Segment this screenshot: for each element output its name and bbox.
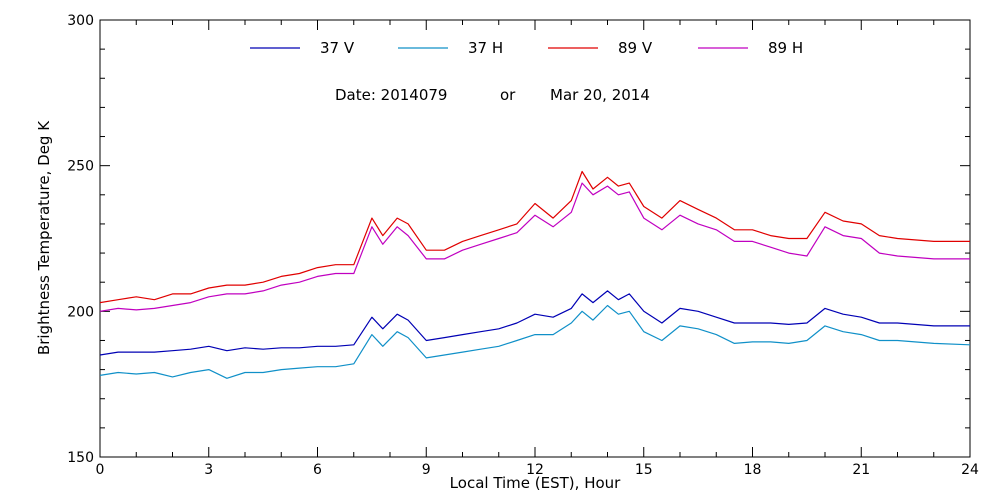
plot-frame [99, 19, 971, 458]
y-tick-label: 300 [67, 13, 94, 29]
legend-label-89-h: 89 H [768, 39, 803, 57]
y-axis-label: Brightness Temperature, Deg K [35, 120, 53, 355]
x-tick-label: 18 [744, 462, 762, 478]
series-line-89-h [99, 182, 970, 312]
x-tick-label: 15 [635, 462, 653, 478]
legend-label-89-v: 89 V [618, 39, 653, 57]
legend-label-37-h: 37 H [468, 39, 503, 57]
series-layer [99, 170, 971, 379]
annotation-date-label: Date: 2014079 [335, 86, 447, 104]
series-line-37-v [99, 290, 970, 356]
y-tick-label: 200 [67, 304, 94, 320]
x-tick-label: 0 [96, 462, 105, 478]
x-tick-label: 3 [204, 462, 213, 478]
annotation-or-label: or [500, 86, 516, 104]
legend: 37 V 37 H 89 V 89 H [250, 39, 803, 57]
series-line-89-v [99, 170, 970, 304]
x-tick-label: 6 [313, 462, 322, 478]
x-tick-label: 24 [961, 462, 979, 478]
y-tick-label: 250 [67, 159, 94, 175]
annotation-date-text: Mar 20, 2014 [550, 86, 650, 104]
series-line-37-h [99, 304, 971, 379]
x-tick-label: 12 [526, 462, 544, 478]
x-tick-label: 21 [852, 462, 870, 478]
axis-ticks: 0 3 6 9 12 15 18 21 24 150 200 250 300 [67, 13, 979, 478]
legend-label-37-v: 37 V [320, 39, 355, 57]
y-tick-label: 150 [67, 450, 94, 466]
x-tick-label: 9 [422, 462, 431, 478]
x-axis-label: Local Time (EST), Hour [450, 474, 621, 492]
